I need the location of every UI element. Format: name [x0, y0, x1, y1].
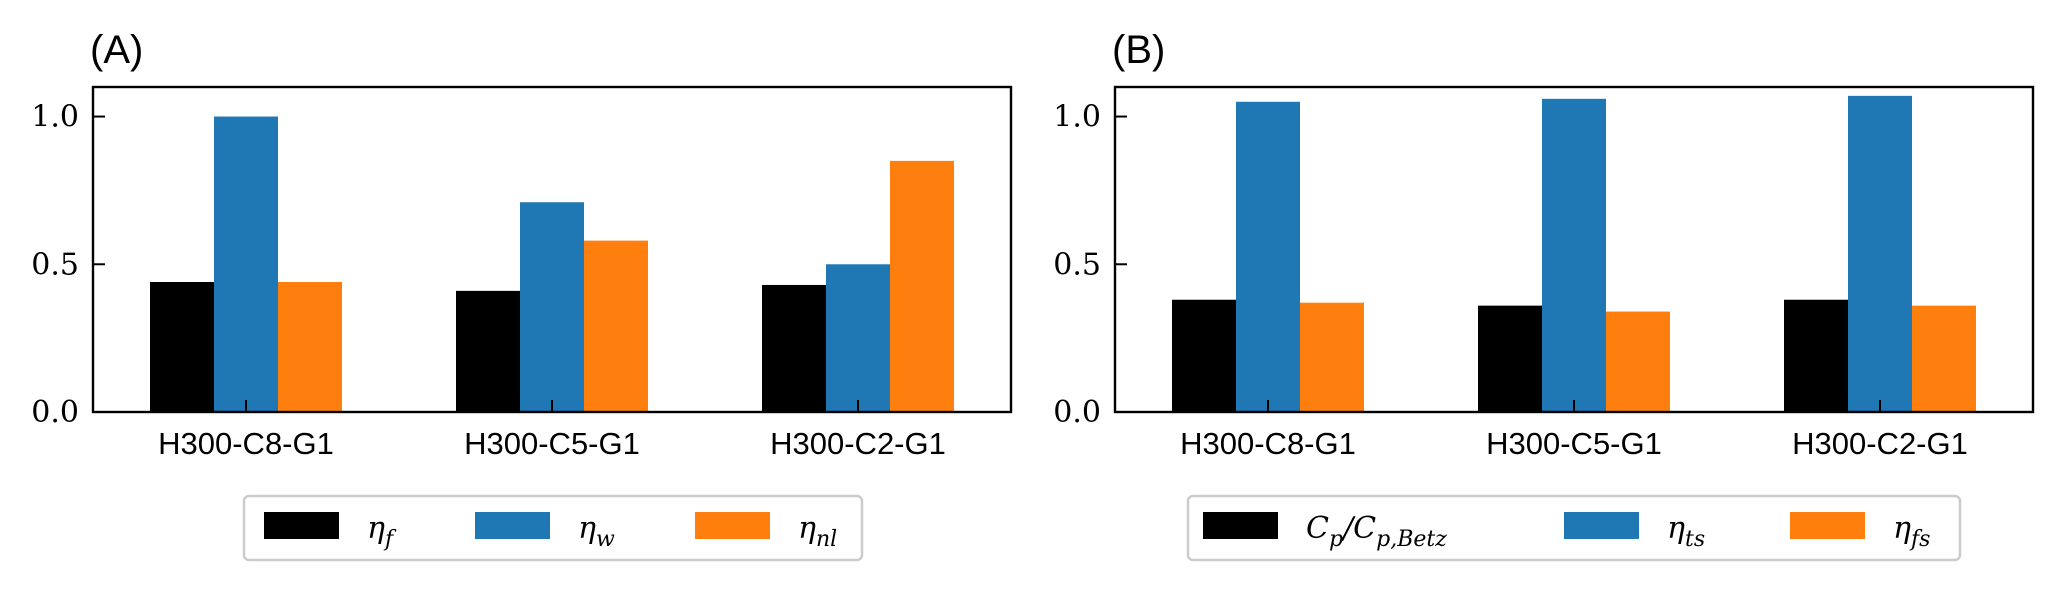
bar-h300-c5-g1-series-1: [1542, 98, 1606, 413]
y-tick-label: 0.0: [1053, 395, 1101, 430]
x-tick-label: H300-C5-G1: [464, 426, 640, 461]
bar-h300-c8-g1-series-0: [1172, 299, 1236, 412]
x-tick-label: H300-C8-G1: [1180, 426, 1356, 461]
legend-swatch: [695, 512, 770, 539]
x-tick-label: H300-C2-G1: [1792, 426, 1968, 461]
bar-h300-c2-g1-series-0: [1784, 299, 1848, 412]
bar-h300-c5-g1-series-2: [1606, 311, 1670, 412]
chart-panel-a: (A) H300-C8-G1 H300-C5-G1 H300-C2-G1 0.0 0.5 1…: [31, 28, 1013, 562]
bars: [150, 116, 954, 412]
y-tick-label: 0.5: [31, 247, 79, 282]
legend: ηf ηw ηnl: [242, 494, 864, 562]
bar-h300-c2-g1-series-1: [826, 264, 890, 412]
bar-h300-c8-g1-series-0: [150, 282, 214, 412]
y-tick-label: 1.0: [1053, 100, 1101, 135]
chart-panel-b: (B) H300-C8-G1 H300-C5-G1 H300-C2-G1 0.0 0.5 1…: [1053, 28, 2035, 562]
x-tick-label: H300-C5-G1: [1486, 426, 1662, 461]
bar-h300-c8-g1-series-2: [1300, 302, 1364, 412]
legend-label: ηfs: [1893, 511, 1930, 552]
bar-h300-c8-g1-series-1: [214, 116, 278, 412]
axes-frame: [1113, 85, 2035, 414]
y-tick-label: 0.0: [31, 395, 79, 430]
x-tick-label: H300-C2-G1: [770, 426, 946, 461]
legend-label: Cp/Cp,Betz: [1306, 511, 1447, 552]
legend-swatch: [1203, 512, 1278, 539]
legend-swatch: [1564, 512, 1639, 539]
bar-h300-c2-g1-series-2: [1912, 305, 1976, 412]
bar-h300-c2-g1-series-2: [890, 160, 954, 412]
bar-h300-c5-g1-series-0: [456, 290, 520, 412]
bar-h300-c2-g1-series-0: [762, 284, 826, 412]
legend-swatch: [264, 512, 339, 539]
panel-label: (B): [1112, 28, 1165, 72]
legend: Cp/Cp,Betz ηts ηfs: [1186, 494, 1962, 562]
y-tick-label: 0.5: [1053, 247, 1101, 282]
bar-h300-c5-g1-series-1: [520, 202, 584, 412]
bar-h300-c8-g1-series-2: [278, 282, 342, 412]
legend-swatch: [475, 512, 550, 539]
bar-h300-c8-g1-series-1: [1236, 101, 1300, 412]
bar-h300-c5-g1-series-0: [1478, 305, 1542, 412]
legend-label: ηts: [1667, 511, 1705, 552]
legend-label: ηnl: [798, 511, 837, 552]
x-tick-label: H300-C8-G1: [158, 426, 334, 461]
legend-label: ηw: [578, 511, 615, 552]
y-tick-label: 1.0: [31, 100, 79, 135]
bar-h300-c2-g1-series-1: [1848, 95, 1912, 412]
bar-h300-c5-g1-series-2: [584, 240, 648, 412]
panel-label: (A): [90, 28, 143, 72]
axes-frame: [91, 85, 1013, 414]
legend-swatch: [1790, 512, 1865, 539]
bars: [1172, 95, 1976, 413]
